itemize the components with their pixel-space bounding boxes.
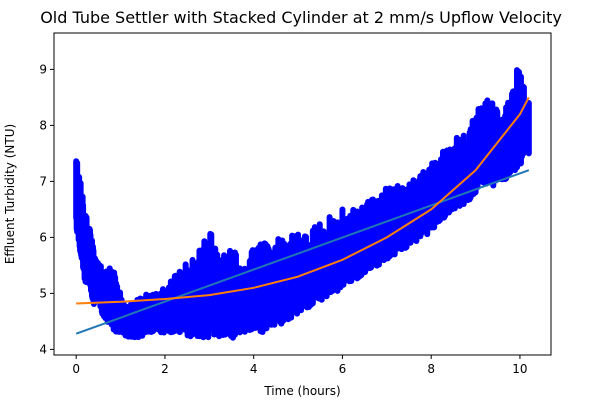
data-points xyxy=(73,67,532,341)
x-tick-label: 6 xyxy=(339,362,347,376)
y-tick-label: 4 xyxy=(39,342,47,356)
x-tick-label: 2 xyxy=(161,362,169,376)
x-tick-label: 4 xyxy=(250,362,258,376)
x-tick-label: 10 xyxy=(512,362,527,376)
y-tick-label: 5 xyxy=(39,286,47,300)
polynomial-fit-line xyxy=(76,96,530,305)
y-axis-label: Effluent Turbidity (NTU) xyxy=(3,124,17,264)
linear-fit-line xyxy=(75,169,530,335)
y-tick-label: 7 xyxy=(39,174,47,188)
y-tick-label: 6 xyxy=(39,230,47,244)
y-tick-label: 8 xyxy=(39,118,47,132)
x-tick-label: 8 xyxy=(427,362,435,376)
x-axis-label: Time (hours) xyxy=(263,384,340,398)
chart-title: Old Tube Settler with Stacked Cylinder a… xyxy=(40,8,562,27)
axis-ticks: 0 2 4 6 8 10 4 5 6 7 8 9 xyxy=(39,62,527,376)
plot-frame xyxy=(53,32,552,356)
plot-area xyxy=(73,67,532,341)
y-tick-label: 9 xyxy=(39,62,47,76)
x-tick-label: 0 xyxy=(72,362,80,376)
